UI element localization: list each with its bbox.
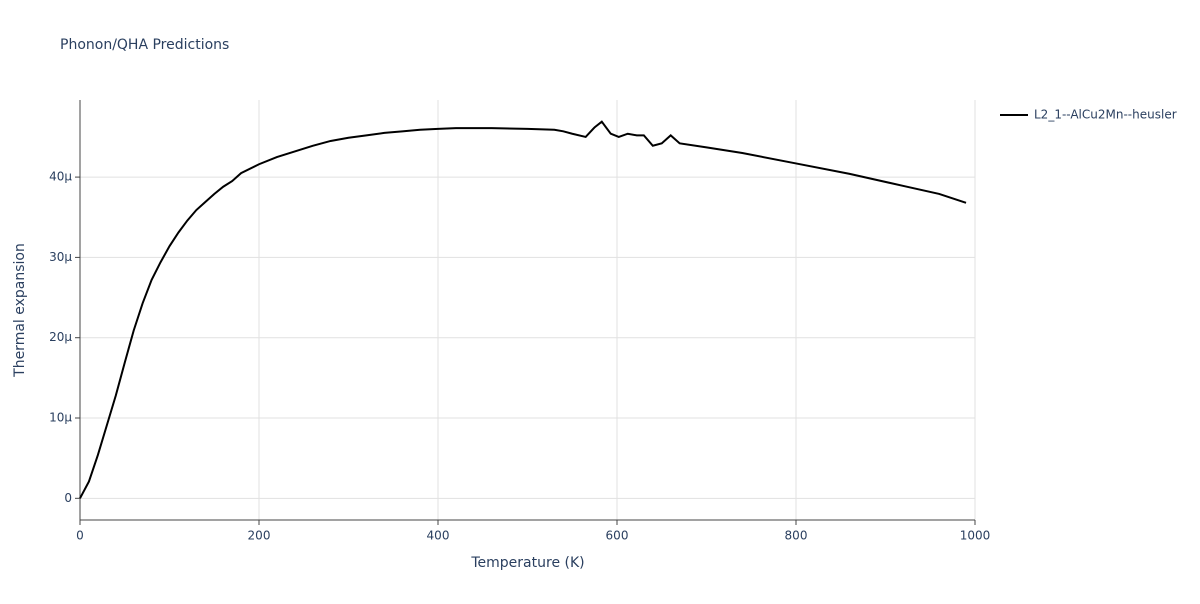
x-axis-title: Temperature (K) xyxy=(470,555,584,571)
x-tick-label: 800 xyxy=(785,529,808,543)
x-tick-label: 1000 xyxy=(960,529,991,543)
x-tick-label: 200 xyxy=(248,529,271,543)
x-tick-label: 400 xyxy=(427,529,450,543)
data-line xyxy=(79,120,967,499)
y-axis-title: Thermal expansion xyxy=(12,243,28,378)
y-tick-label: 0 xyxy=(64,491,72,505)
y-tick-label: 20μ xyxy=(49,330,72,344)
y-tick-label: 10μ xyxy=(49,411,72,425)
y-tick-label: 40μ xyxy=(49,170,72,184)
legend-label: L2_1--AlCu2Mn--heusler xyxy=(1034,108,1177,122)
y-tick-label: 30μ xyxy=(49,250,72,264)
chart-title: Phonon/QHA Predictions xyxy=(60,37,229,53)
x-tick-label: 600 xyxy=(606,529,629,543)
x-tick-label: 0 xyxy=(76,529,84,543)
